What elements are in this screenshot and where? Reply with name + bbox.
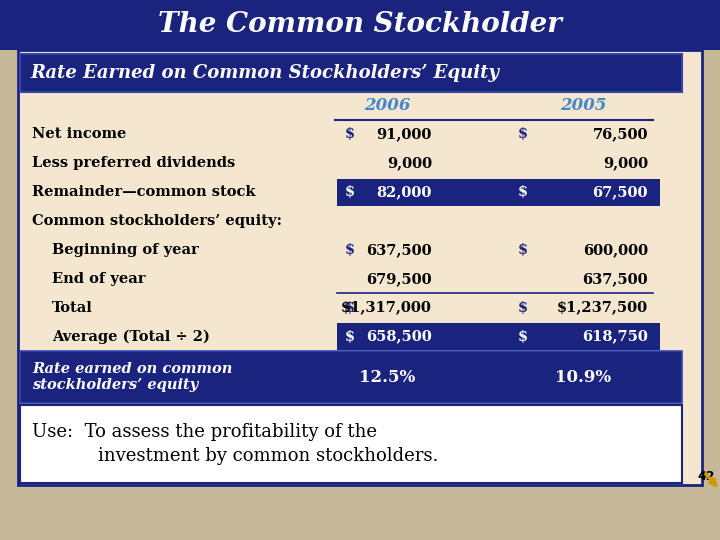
Bar [18,50,702,485]
Text: investment by common stockholders.: investment by common stockholders. [52,447,438,465]
Text: $: $ [518,329,528,343]
Text: 658,500: 658,500 [366,329,432,343]
Bar [337,323,660,350]
Text: 2005: 2005 [559,97,606,114]
Text: 9,000: 9,000 [603,156,648,170]
Text: $: $ [345,301,355,315]
Text: 82,000: 82,000 [377,185,432,199]
Bar [20,54,682,92]
Text: Rate earned on common: Rate earned on common [32,362,233,376]
Text: 12.5%: 12.5% [359,368,415,386]
Bar [337,179,660,206]
Text: 9,000: 9,000 [387,156,432,170]
Bar [20,351,682,403]
Text: Use:  To assess the profitability of the: Use: To assess the profitability of the [32,423,377,441]
Text: $: $ [345,127,355,141]
Text: Common stockholders’ equity:: Common stockholders’ equity: [32,214,282,228]
Text: $: $ [345,243,355,257]
Bar [18,50,702,485]
Text: $: $ [518,301,528,315]
Text: 10.9%: 10.9% [555,368,611,386]
Text: 76,500: 76,500 [593,127,648,141]
Bar [20,351,682,403]
Bar [0,0,720,50]
Text: Less preferred dividends: Less preferred dividends [32,156,235,170]
Text: Remainder—common stock: Remainder—common stock [32,185,256,199]
Text: 600,000: 600,000 [583,243,648,257]
Text: 679,500: 679,500 [366,272,432,286]
Text: stockholders’ equity: stockholders’ equity [32,378,198,392]
Text: Net income: Net income [32,127,127,141]
Text: Average (Total ÷ 2): Average (Total ÷ 2) [52,329,210,344]
Text: $: $ [518,127,528,141]
Text: $: $ [345,185,355,199]
Text: 42: 42 [697,470,715,483]
Text: End of year: End of year [52,272,145,286]
Text: Rate Earned on Common Stockholders’ Equity: Rate Earned on Common Stockholders’ Equi… [30,64,499,82]
Text: Total: Total [52,301,93,315]
Text: 2006: 2006 [364,97,410,114]
Text: $: $ [345,329,355,343]
Text: 91,000: 91,000 [377,127,432,141]
Text: Beginning of year: Beginning of year [52,243,199,257]
Bar [20,405,682,483]
Text: $1,317,000: $1,317,000 [341,301,432,315]
Text: 637,500: 637,500 [366,243,432,257]
Text: $: $ [518,243,528,257]
Text: The Common Stockholder: The Common Stockholder [158,11,562,38]
Text: 637,500: 637,500 [582,272,648,286]
Text: $: $ [518,185,528,199]
Bar [20,54,682,92]
Text: $1,237,500: $1,237,500 [557,301,648,315]
Bar [20,405,682,483]
Text: 67,500: 67,500 [593,185,648,199]
Text: 618,750: 618,750 [582,329,648,343]
